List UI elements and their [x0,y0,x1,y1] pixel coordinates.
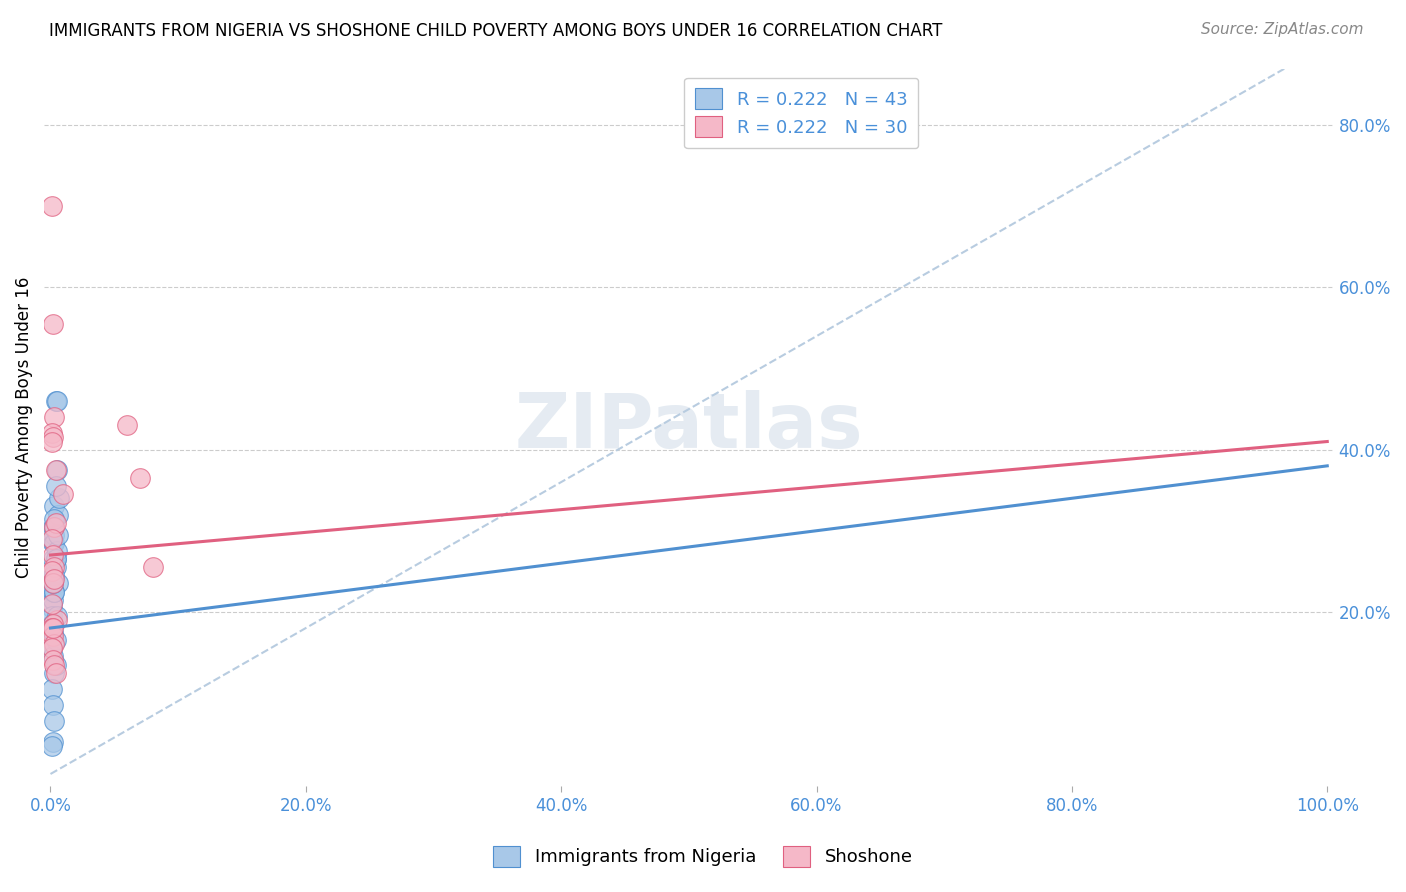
Point [44,714,66,729]
Point [44,500,66,514]
Point [52,487,75,501]
Point [45,613,67,627]
Point [41,641,63,656]
Point [42,430,65,444]
Point [42,734,65,748]
Point [42,576,65,591]
Point [46,508,69,522]
Point [142,560,165,574]
Point [42,621,65,635]
Point [44,528,66,542]
Point [44,573,66,587]
Point [45,394,67,409]
Point [42,698,65,712]
Point [42,617,65,632]
Point [41,600,63,615]
Point [44,584,66,599]
Point [45,516,67,530]
Y-axis label: Child Poverty Among Boys Under 16: Child Poverty Among Boys Under 16 [15,277,32,578]
Point [42,568,65,582]
Point [45,560,67,574]
Point [41,434,63,449]
Point [45,665,67,680]
Point [44,568,66,582]
Point [45,552,67,566]
Point [44,536,66,550]
Point [44,584,66,599]
Point [42,649,65,664]
Point [41,597,63,611]
Point [42,592,65,607]
Point [41,532,63,546]
Point [46,528,69,542]
Point [42,519,65,533]
Point [44,519,66,533]
Point [115,418,138,433]
Point [45,463,67,477]
Point [42,653,65,667]
Point [44,410,66,425]
Legend: Immigrants from Nigeria, Shoshone: Immigrants from Nigeria, Shoshone [486,838,920,874]
Point [48,491,70,506]
Point [41,617,63,632]
Point [41,564,63,578]
Point [44,637,66,651]
Point [41,621,63,635]
Point [45,463,67,477]
Point [42,629,65,643]
Point [45,394,67,409]
Point [41,608,63,623]
Text: Source: ZipAtlas.com: Source: ZipAtlas.com [1201,22,1364,37]
Point [45,633,67,648]
Point [45,544,67,558]
Legend: R = 0.222   N = 43, R = 0.222   N = 30: R = 0.222 N = 43, R = 0.222 N = 30 [685,78,918,148]
Text: ZIPatlas: ZIPatlas [515,391,863,465]
Point [46,576,69,591]
Text: IMMIGRANTS FROM NIGERIA VS SHOSHONE CHILD POVERTY AMONG BOYS UNDER 16 CORRELATIO: IMMIGRANTS FROM NIGERIA VS SHOSHONE CHIL… [49,22,942,40]
Point [45,479,67,493]
Point [42,536,65,550]
Point [41,641,63,656]
Point [42,617,65,632]
Point [44,657,66,672]
Point [128,471,150,485]
Point [45,657,67,672]
Point [42,317,65,331]
Point [41,739,63,753]
Point [41,426,63,441]
Point [41,199,63,213]
Point [44,511,66,525]
Point [41,681,63,696]
Point [42,625,65,640]
Point [44,560,66,574]
Point [42,576,65,591]
Point [42,552,65,566]
Point [45,608,67,623]
Point [45,552,67,566]
Point [44,519,66,533]
Point [41,584,63,599]
Point [44,665,66,680]
Point [42,548,65,562]
